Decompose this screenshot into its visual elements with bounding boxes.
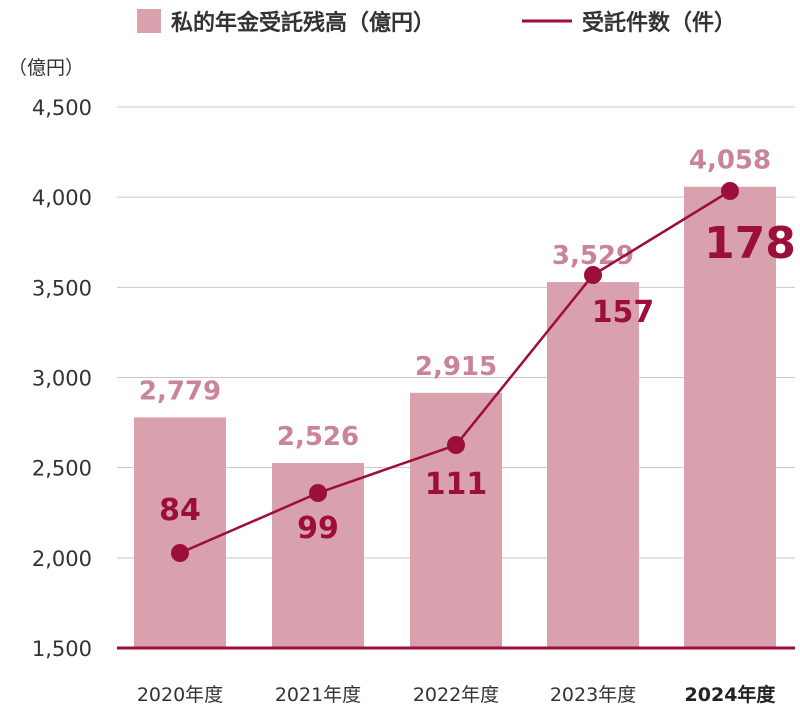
x-tick-label: 2023年度 — [550, 684, 636, 706]
count-value-label: 84 — [159, 493, 201, 528]
count-point — [584, 266, 602, 284]
legend-label-line: 受託件数（件） — [582, 10, 736, 36]
bar — [134, 417, 226, 648]
x-tick-label: 2024年度 — [685, 683, 777, 706]
count-value-labels: 84 99 111 157 178 — [159, 218, 796, 546]
count-point — [171, 544, 189, 562]
bar — [547, 282, 639, 648]
count-value-label: 111 — [425, 467, 488, 502]
bar-value-label: 2,526 — [277, 422, 359, 452]
x-tick-label: 2020年度 — [137, 684, 223, 706]
count-point — [721, 182, 739, 200]
y-tick-label: 2,000 — [32, 547, 92, 571]
bar-value-label: 2,915 — [415, 352, 497, 382]
legend: 私的年金受託残高（億円） 受託件数（件） — [137, 9, 736, 36]
count-point — [447, 436, 465, 454]
bar — [684, 186, 776, 648]
y-tick-label: 3,500 — [32, 276, 92, 300]
legend-swatch-bar — [137, 9, 161, 33]
x-tick-label: 2021年度 — [275, 684, 361, 706]
count-line-series — [171, 182, 739, 562]
y-axis-ticks: 1,500 2,000 2,500 3,000 3,500 4,000 4,500 — [32, 96, 92, 661]
y-tick-label: 4,000 — [32, 186, 92, 210]
x-axis-ticks: 2020年度 2021年度 2022年度 2023年度 2024年度 — [137, 683, 777, 706]
y-tick-label: 1,500 — [32, 637, 92, 661]
count-value-label: 178 — [704, 218, 796, 269]
bar-value-label: 4,058 — [689, 146, 771, 176]
y-axis-unit-label: （億円） — [8, 57, 84, 79]
y-tick-label: 3,000 — [32, 367, 92, 391]
count-value-label: 99 — [297, 511, 339, 546]
legend-label-bar: 私的年金受託残高（億円） — [171, 10, 435, 36]
bar-value-label: 2,779 — [139, 376, 221, 406]
count-point — [309, 484, 327, 502]
bar — [410, 392, 502, 648]
y-tick-label: 2,500 — [32, 457, 92, 481]
count-value-label: 157 — [592, 295, 655, 330]
y-tick-label: 4,500 — [32, 96, 92, 120]
bars — [134, 186, 776, 648]
x-tick-label: 2022年度 — [413, 684, 499, 706]
